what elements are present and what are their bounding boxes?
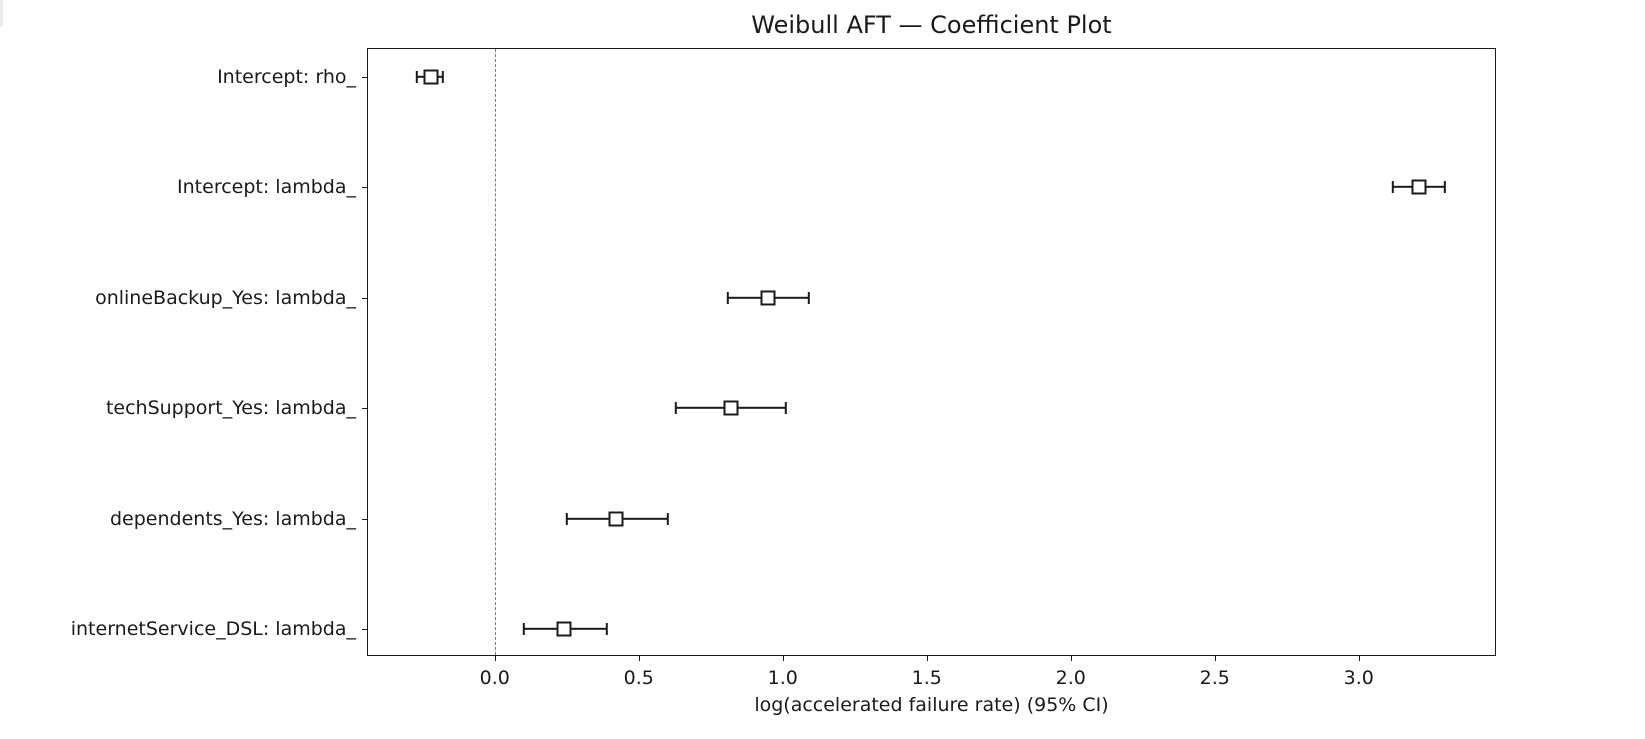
x-tick [638,655,640,661]
coefficient-marker [760,290,776,306]
x-axis-label: log(accelerated failure rate) (95% CI) [754,694,1109,716]
error-bar-cap [522,623,525,636]
y-tick [362,518,368,520]
error-bar-cap [605,623,608,636]
plot-area: 0.0 0.5 1.0 1.5 2.0 2.5 3.0 Intercept: rho_ Inte… [71,48,1496,689]
zero-reference-line [494,49,496,655]
x-tick-label: 1.0 [767,667,798,689]
error-bar-cap [1392,181,1395,194]
error-bar-cap [674,402,677,415]
error-bar-cap [666,512,669,525]
y-tick-label: Intercept: rho_ [217,65,356,88]
y-tick [362,187,368,189]
x-tick [1358,655,1360,661]
x-tick [1070,655,1072,661]
coefficient-marker [556,621,572,637]
x-tick-label: 2.0 [1055,667,1086,689]
x-tick [1214,655,1216,661]
x-tick-label: 0.5 [623,667,654,689]
error-bar-cap [807,291,810,304]
x-tick-label: 3.0 [1343,667,1374,689]
coefficient-marker [723,400,739,416]
x-tick [782,655,784,661]
y-tick [362,408,368,410]
error-bar-cap [726,291,729,304]
y-tick [362,629,368,631]
y-tick-label: internetService_DSL: lambda_ [70,618,356,641]
error-bar-cap [565,512,568,525]
coefficient-marker [423,69,439,85]
y-tick-label: Intercept: lambda_ [177,176,356,199]
x-tick [494,655,496,661]
chart-title: Weibull AFT — Coefficient Plot [751,11,1112,39]
corner-artifact [0,0,3,26]
y-tick-label: onlineBackup_Yes: lambda_ [95,286,356,309]
error-bar-cap [784,402,787,415]
coefficient-marker [1411,179,1427,195]
x-tick [926,655,928,661]
coefficient-marker [608,511,624,527]
error-bar-cap [1443,181,1446,194]
y-tick [362,76,368,78]
error-bar-cap [441,70,444,83]
x-tick-label: 1.5 [911,667,942,689]
error-bar-cap [415,70,418,83]
x-tick-label: 0.0 [479,667,510,689]
y-tick [362,297,368,299]
x-tick-label: 2.5 [1199,667,1230,689]
y-tick-label: techSupport_Yes: lambda_ [105,397,356,420]
y-tick-label: dependents_Yes: lambda_ [110,507,356,530]
